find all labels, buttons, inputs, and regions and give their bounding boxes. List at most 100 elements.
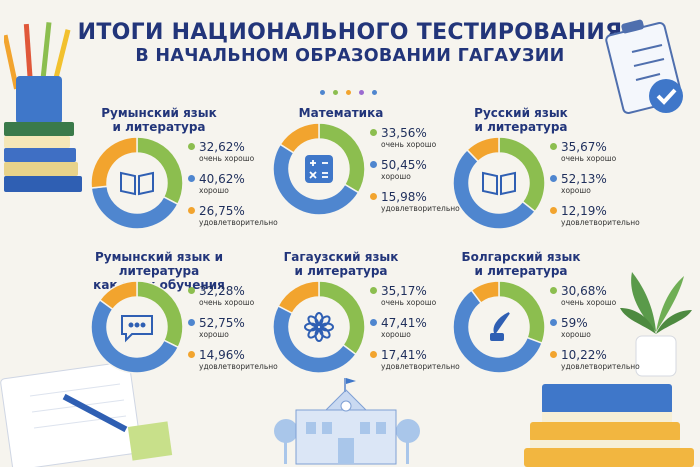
legend-label: очень хорошо (381, 140, 437, 149)
page-title: ИТОГИ НАЦИОНАЛЬНОГО ТЕСТИРОВАНИЯ (77, 20, 623, 45)
donut-slice (272, 143, 360, 216)
chart-gagauz: Гагаузский язык и литература 35,17% очень… (266, 250, 476, 410)
donut-chart (272, 122, 366, 216)
donut-chart (90, 136, 184, 230)
legend-label: очень хорошо (561, 298, 617, 307)
legend-label: удовлетворительно (561, 362, 640, 371)
legend-label: очень хорошо (381, 298, 437, 307)
chart-romanian-instruction: Румынский язык и литература как язык обу… (84, 250, 294, 410)
donut-slice (279, 122, 320, 154)
legend-label: хорошо (199, 186, 229, 195)
pencil-cup-icon (4, 22, 82, 192)
chart-russian: Русский язык и литература 35,67% очень хо… (446, 106, 656, 266)
legend-dot (370, 161, 377, 168)
clipboard-check-icon (605, 19, 683, 115)
legend-dot (550, 175, 557, 182)
book-icon (120, 171, 154, 196)
legend-dot (370, 351, 377, 358)
donut-slice (318, 280, 366, 356)
data-label: 17,41% (381, 348, 427, 362)
data-label: 32,28% (199, 284, 245, 298)
legend-label: удовлетворительно (381, 362, 460, 371)
legend-dot (188, 287, 195, 294)
chart-title: Румынский язык и литература (101, 106, 217, 134)
data-label: 52,75% (199, 316, 245, 330)
page-subtitle: В НАЧАЛЬНОМ ОБРАЗОВАНИИ ГАГАУЗИИ (135, 46, 565, 66)
legend-label: удовлетворительно (561, 218, 640, 227)
data-label: 59% (561, 316, 588, 330)
data-label: 52,13% (561, 172, 607, 186)
legend-dot (370, 319, 377, 326)
legend-label: хорошо (381, 172, 411, 181)
data-label: 35,67% (561, 140, 607, 154)
data-label: 14,96% (199, 348, 245, 362)
chart-romanian: Румынский язык и литература 32,62% очень … (84, 106, 294, 266)
school-building-icon (274, 378, 420, 465)
data-label: 33,56% (381, 126, 427, 140)
data-label: 10,22% (561, 348, 607, 362)
legend-dot (188, 351, 195, 358)
legend-dot (370, 193, 377, 200)
legend-label: очень хорошо (199, 154, 255, 163)
donut-chart (272, 280, 366, 374)
data-label: 32,62% (199, 140, 245, 154)
legend-dot (550, 319, 557, 326)
legend-dot (370, 287, 377, 294)
data-label: 12,19% (561, 204, 607, 218)
chart-math: Математика 33,56% очень хорошо 50,45% хорош… (266, 106, 476, 266)
chart-title: Русский язык и литература (474, 106, 568, 134)
plant-icon (620, 272, 692, 377)
legend-dot (188, 319, 195, 326)
notebook-icon (0, 361, 173, 467)
donut-slice (90, 136, 138, 189)
quill-icon (490, 312, 510, 341)
legend-label: очень хорошо (561, 154, 617, 163)
donut-slice (452, 148, 537, 230)
legend-label: очень хорошо (199, 298, 255, 307)
data-label: 47,41% (381, 316, 427, 330)
legend-dot (370, 129, 377, 136)
book-icon (482, 171, 516, 196)
donut-slice (498, 280, 546, 345)
calculator-icon (305, 155, 333, 183)
donut-slice (98, 280, 138, 311)
chart-title: Болгарский язык и литература (461, 250, 581, 278)
donut-chart (90, 280, 184, 374)
legend-dot (188, 143, 195, 150)
donut-slice (466, 136, 500, 163)
data-label: 30,68% (561, 284, 607, 298)
data-label: 15,98% (381, 190, 427, 204)
chart-title: Математика (298, 106, 384, 120)
legend-dot (550, 143, 557, 150)
legend-label: хорошо (561, 186, 591, 195)
legend-label: удовлетворительно (381, 204, 460, 213)
donut-slice (272, 304, 357, 374)
decorative-dots (316, 80, 386, 95)
legend-label: удовлетворительно (199, 218, 278, 227)
legend-dot (550, 287, 557, 294)
books-stack-icon (524, 384, 694, 467)
legend-dot (188, 175, 195, 182)
chart-title: Гагаузский язык и литература (283, 250, 399, 278)
data-label: 35,17% (381, 284, 427, 298)
donut-slice (90, 298, 180, 374)
donut-slice (277, 280, 320, 315)
chart-bulgarian: Болгарский язык и литература 30,68% очень… (446, 250, 656, 410)
legend-dot (550, 351, 557, 358)
legend-label: хорошо (199, 330, 229, 339)
legend-dot (188, 207, 195, 214)
legend-label: хорошо (381, 330, 411, 339)
data-label: 50,45% (381, 158, 427, 172)
donut-slice (452, 289, 544, 374)
donut-chart (452, 280, 546, 374)
legend-label: хорошо (561, 330, 591, 339)
legend-dot (550, 207, 557, 214)
donut-chart (452, 136, 546, 230)
donut-slice (136, 136, 184, 206)
donut-slice (136, 280, 184, 349)
flower-icon (304, 312, 334, 342)
donut-slice (470, 280, 500, 305)
data-label: 40,62% (199, 172, 245, 186)
chat-icon (121, 315, 153, 343)
legend-label: удовлетворительно (199, 362, 278, 371)
